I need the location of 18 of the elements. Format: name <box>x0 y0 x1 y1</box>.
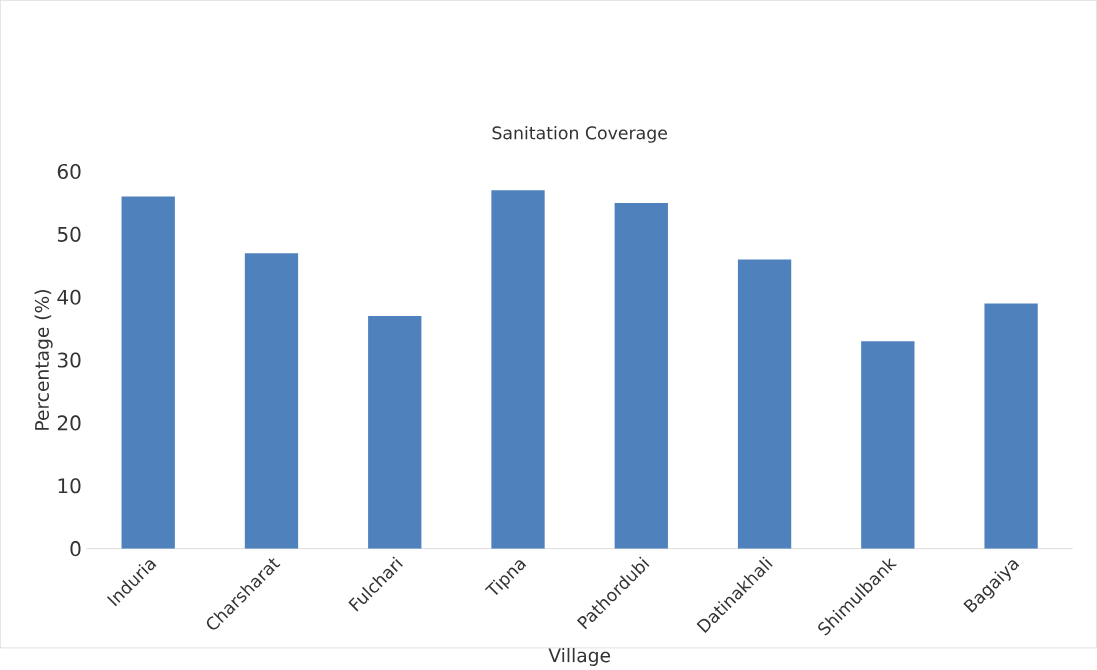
y-tick-label: 30 <box>57 352 81 368</box>
bar <box>984 303 1038 549</box>
y-tick-label: 60 <box>57 163 81 179</box>
y-tick-label: 50 <box>57 226 81 242</box>
x-axis-title: Village <box>548 647 611 666</box>
chart-title: Sanitation Coverage <box>492 125 667 143</box>
bar <box>244 252 299 549</box>
bar <box>491 190 545 549</box>
bar <box>737 259 792 549</box>
y-tick-label: 10 <box>58 477 81 494</box>
bar <box>614 202 668 549</box>
y-axis-title: Percentage (%) <box>34 289 53 430</box>
bar <box>368 315 422 549</box>
y-tick-label: 20 <box>57 415 81 431</box>
y-tick-label: 0 <box>70 540 81 556</box>
bar <box>121 196 175 549</box>
bar <box>861 340 915 549</box>
y-tick-label: 40 <box>57 289 81 305</box>
